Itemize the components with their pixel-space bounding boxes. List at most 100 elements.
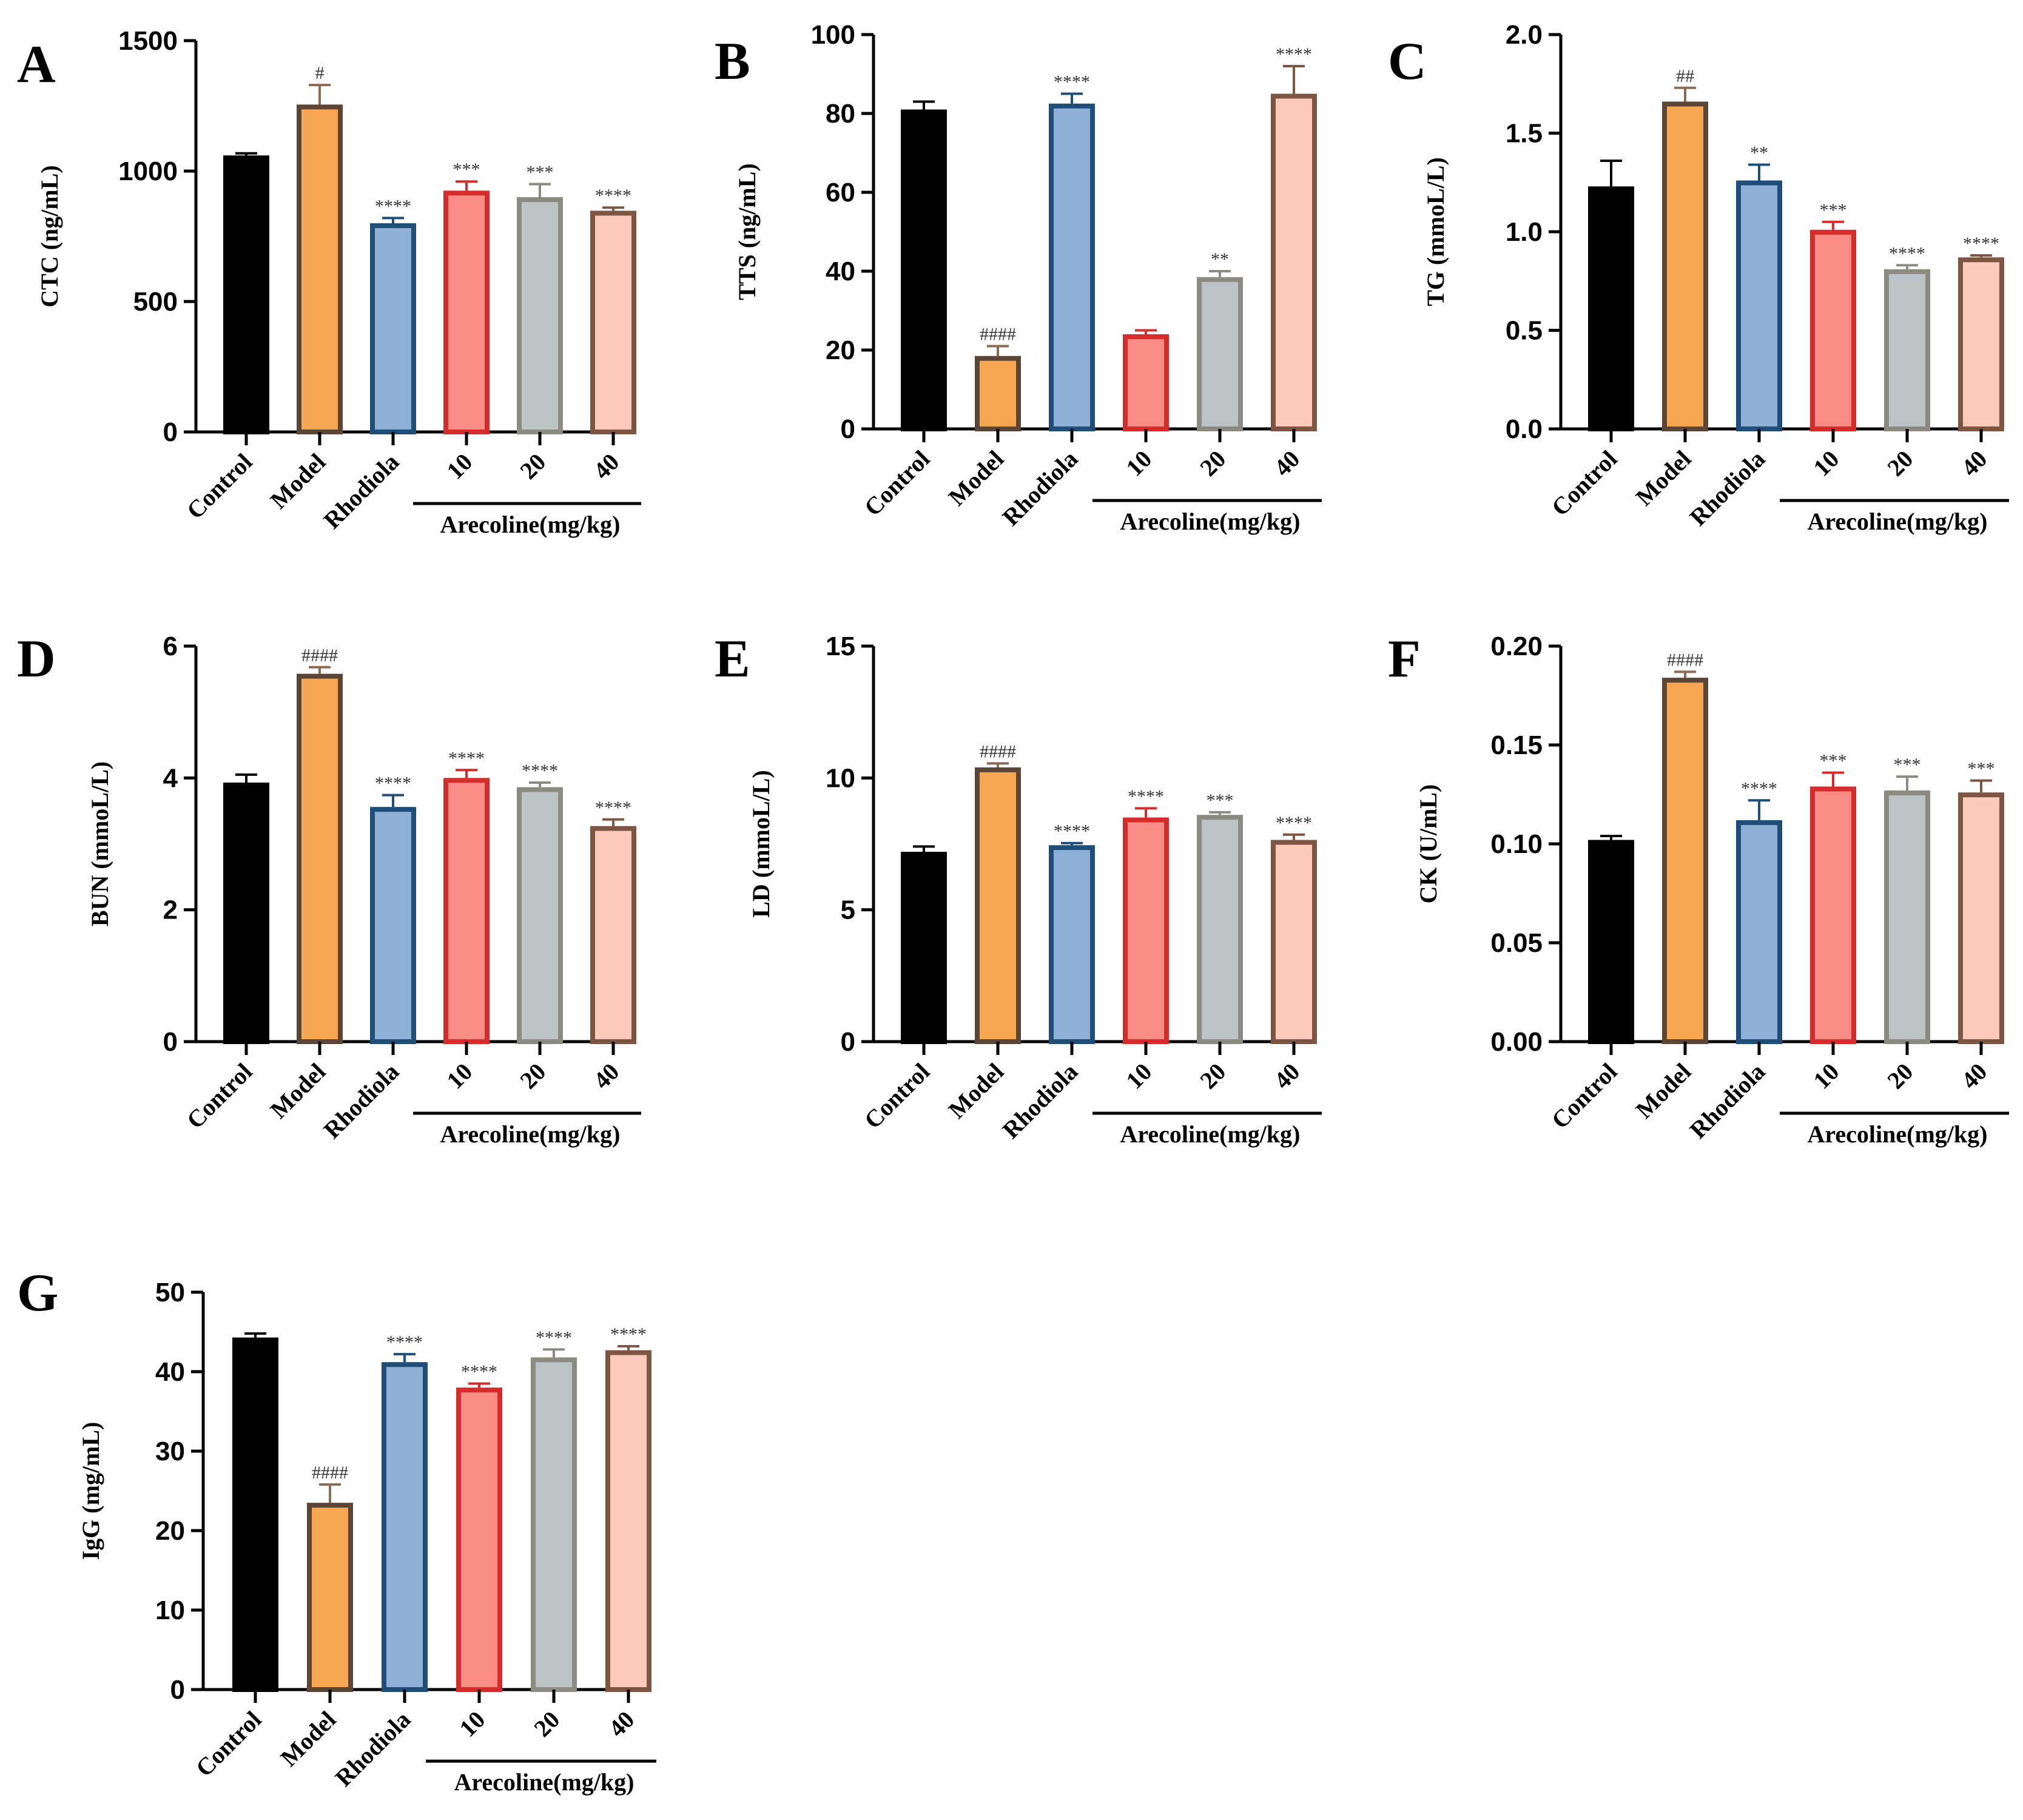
y-tick-label: 80 bbox=[826, 99, 855, 129]
chart-panel-e: E 0 5 10 15 LD (mmoL/L) Control #### Model **** Rh… bbox=[715, 630, 1322, 1148]
group-label: Arecoline(mg/kg) bbox=[1120, 1121, 1301, 1148]
x-tick-label: Rhodiola bbox=[1685, 1058, 1771, 1144]
significance-label: **** bbox=[536, 1327, 572, 1347]
y-axis-label: TG (mmoL/L) bbox=[1422, 157, 1449, 306]
y-tick-label: 0 bbox=[841, 1027, 855, 1057]
x-tick-label: Control bbox=[1546, 1058, 1623, 1134]
x-tick-label: 10 bbox=[1808, 1058, 1844, 1094]
bar-control bbox=[232, 1337, 278, 1692]
y-tick-label: 0.05 bbox=[1490, 928, 1543, 958]
bar-40 bbox=[590, 826, 636, 1045]
bar-model bbox=[297, 104, 343, 435]
panel-letter: E bbox=[715, 630, 750, 689]
y-tick-label: 0.5 bbox=[1506, 316, 1543, 346]
significance-label: #### bbox=[312, 1463, 348, 1483]
chart-panel-f: F 0.00 0.05 0.10 0.15 0.20 CK (U/mL) Control ###… bbox=[1388, 630, 2009, 1148]
bar-20 bbox=[517, 787, 563, 1044]
y-tick-label: 0 bbox=[163, 1027, 178, 1057]
significance-label: ## bbox=[1676, 66, 1694, 86]
bar-rhodiola bbox=[370, 807, 416, 1044]
significance-label: **** bbox=[595, 186, 631, 206]
panel-letter: A bbox=[17, 35, 56, 94]
significance-label: #### bbox=[980, 741, 1016, 761]
y-axis-label: CTC (ng/mL) bbox=[36, 165, 63, 307]
x-tick-label: Control bbox=[190, 1706, 267, 1782]
y-tick-label: 6 bbox=[163, 632, 178, 661]
significance-label: **** bbox=[375, 774, 411, 794]
y-axis-label: CK (U/mL) bbox=[1415, 784, 1442, 904]
group-label: Arecoline(mg/kg) bbox=[440, 511, 621, 538]
x-tick-label: 40 bbox=[588, 448, 624, 485]
x-tick-label: 40 bbox=[1956, 445, 1992, 482]
x-tick-label: Control bbox=[181, 1058, 258, 1134]
x-tick-label: 40 bbox=[1268, 1058, 1305, 1094]
x-tick-label: Rhodiola bbox=[318, 1058, 405, 1144]
x-tick-label: Control bbox=[859, 1058, 935, 1134]
significance-label: **** bbox=[1128, 786, 1164, 806]
x-tick-label: Rhodiola bbox=[318, 448, 405, 534]
significance-label: #### bbox=[1667, 650, 1703, 670]
bar-control bbox=[901, 109, 947, 431]
y-tick-label: 1500 bbox=[118, 26, 178, 56]
y-tick-label: 20 bbox=[155, 1516, 185, 1546]
x-tick-label: 10 bbox=[1120, 445, 1157, 482]
bar-model bbox=[307, 1503, 353, 1692]
bar-40 bbox=[1271, 93, 1317, 431]
x-tick-label: Control bbox=[181, 448, 258, 525]
y-tick-label: 0.20 bbox=[1490, 632, 1543, 661]
x-tick-label: 40 bbox=[1268, 445, 1305, 482]
bar-model bbox=[975, 356, 1021, 431]
x-tick-label: 10 bbox=[441, 1058, 477, 1094]
bar-20 bbox=[531, 1357, 577, 1692]
significance-label: *** bbox=[1968, 759, 1995, 779]
y-axis-label: TTS (ng/mL) bbox=[733, 163, 761, 300]
bar-model bbox=[1662, 678, 1708, 1045]
x-tick-label: Model bbox=[275, 1706, 342, 1772]
significance-label: ** bbox=[1211, 249, 1229, 269]
y-tick-label: 40 bbox=[826, 257, 855, 286]
bar-rhodiola bbox=[382, 1362, 428, 1692]
x-tick-label: Control bbox=[1546, 445, 1623, 522]
y-tick-label: 1.5 bbox=[1506, 119, 1543, 149]
y-tick-label: 4 bbox=[163, 763, 178, 793]
bar-40 bbox=[605, 1350, 651, 1692]
x-tick-label: 10 bbox=[454, 1706, 490, 1742]
bar-40 bbox=[1958, 792, 2004, 1044]
significance-label: **** bbox=[1889, 243, 1925, 263]
x-tick-label: 20 bbox=[1194, 1058, 1231, 1094]
significance-label: *** bbox=[1820, 751, 1847, 771]
group-label: Arecoline(mg/kg) bbox=[454, 1768, 635, 1796]
significance-label: **** bbox=[461, 1362, 497, 1382]
significance-label: **** bbox=[1741, 778, 1777, 798]
y-tick-label: 0.15 bbox=[1490, 730, 1543, 760]
bar-control bbox=[1588, 186, 1634, 431]
y-tick-label: 1000 bbox=[118, 157, 178, 186]
y-tick-label: 40 bbox=[155, 1357, 185, 1387]
chart-panel-g: G 0 10 20 30 40 50 IgG (mg/mL) Control #### Model *… bbox=[17, 1264, 656, 1796]
y-tick-label: 2.0 bbox=[1506, 20, 1543, 50]
panel-letter: B bbox=[715, 32, 750, 91]
bar-20 bbox=[517, 197, 563, 434]
significance-label: **** bbox=[386, 1332, 423, 1352]
y-tick-label: 15 bbox=[826, 632, 855, 661]
y-tick-label: 2 bbox=[163, 895, 178, 925]
bar-model bbox=[297, 673, 343, 1044]
bar-rhodiola bbox=[1736, 820, 1782, 1044]
significance-label: **** bbox=[1054, 72, 1090, 92]
x-tick-label: Model bbox=[265, 1058, 331, 1124]
bar-20 bbox=[1884, 790, 1930, 1044]
bar-control bbox=[901, 852, 947, 1045]
bar-model bbox=[1662, 101, 1708, 431]
x-tick-label: Model bbox=[943, 1058, 1009, 1124]
bar-control bbox=[1588, 840, 1634, 1044]
x-tick-label: Rhodiola bbox=[330, 1706, 416, 1792]
significance-label: **** bbox=[448, 748, 485, 768]
y-tick-label: 30 bbox=[155, 1437, 185, 1466]
y-tick-label: 50 bbox=[155, 1278, 185, 1307]
bar-rhodiola bbox=[370, 223, 416, 434]
x-tick-label: 20 bbox=[514, 448, 551, 485]
bar-control bbox=[223, 155, 269, 434]
x-tick-label: 20 bbox=[528, 1706, 565, 1742]
chart-panel-d: D 0 2 4 6 BUN (mmoL/L) Control #### Model **** Rho… bbox=[17, 630, 641, 1148]
x-tick-label: Rhodiola bbox=[1685, 445, 1771, 531]
